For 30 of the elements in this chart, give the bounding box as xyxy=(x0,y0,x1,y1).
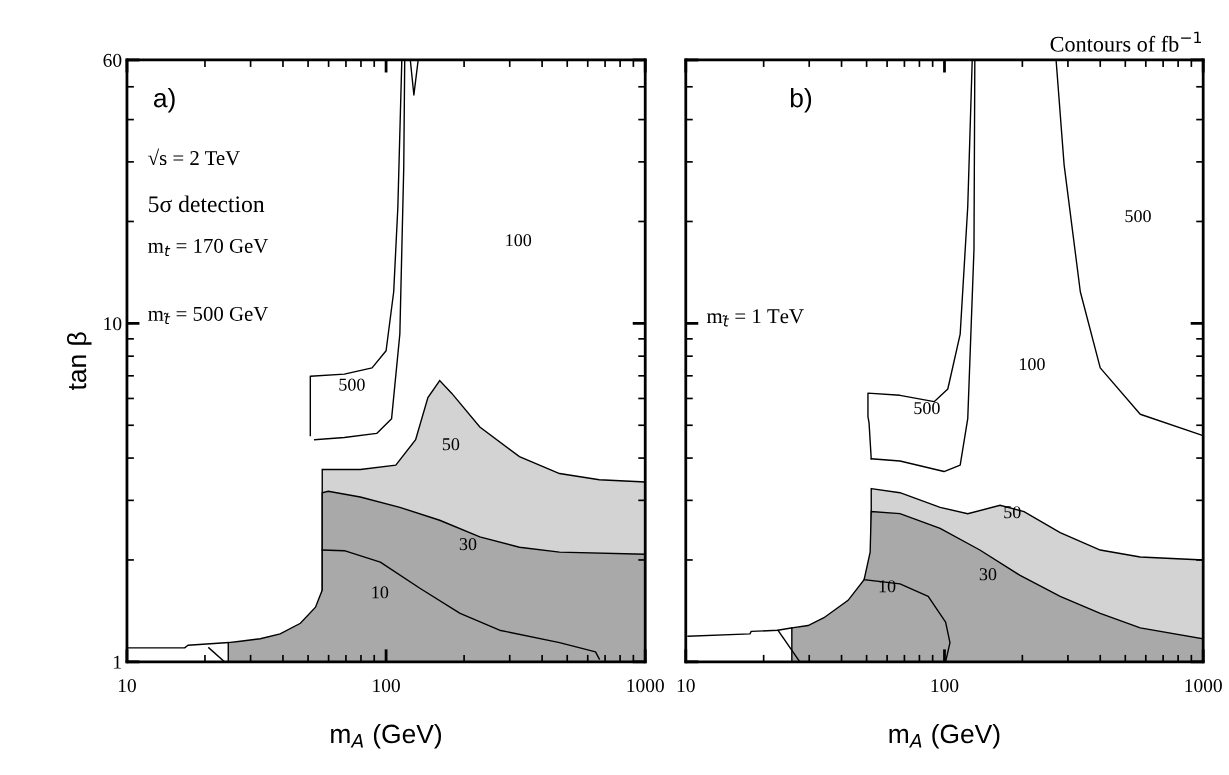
y-tick-label: 1 xyxy=(114,655,121,669)
x-axis-title: m$_{A}$ (GeV) xyxy=(331,723,442,749)
annotation: 30 xyxy=(459,538,477,551)
x-tick-label: 10 xyxy=(677,679,695,693)
annotation: 10 xyxy=(879,580,896,593)
y-tick-label: 60 xyxy=(103,53,122,67)
x-tick-label: 1000 xyxy=(627,679,664,693)
annotation: 10 xyxy=(372,586,389,599)
annotation: m$_{t̃}$ = 1 TeV xyxy=(706,309,804,327)
x-tick-label: 100 xyxy=(931,679,959,693)
x-axis-title: m$_{A}$ (GeV) xyxy=(889,723,1000,749)
annotation: 5σ detection xyxy=(149,195,265,213)
y-axis-title: tan β xyxy=(66,332,92,391)
annotation: 500 xyxy=(339,378,365,391)
annotation: 500 xyxy=(1125,210,1151,223)
annotation: 50 xyxy=(442,438,460,451)
x-tick-label: 1000 xyxy=(1185,679,1222,693)
chart-title: Contours of fb$^{−1}$ xyxy=(1050,31,1201,52)
annotation: m$_{t}$ = 170 GeV xyxy=(148,238,269,257)
annotation: a) xyxy=(153,88,175,113)
annotation: 500 xyxy=(914,402,940,415)
annotation: b) xyxy=(790,88,812,113)
annotation: √s = 2 TeV xyxy=(148,148,240,166)
x-tick-label: 100 xyxy=(373,679,400,693)
annotation: m$_{t̃}$ = 500 GeV xyxy=(148,306,269,325)
annotation: 100 xyxy=(506,234,532,247)
annotation: 100 xyxy=(1019,358,1045,371)
y-tick-label: 10 xyxy=(104,317,122,331)
x-tick-label: 10 xyxy=(118,679,136,693)
annotation: 30 xyxy=(979,568,997,581)
